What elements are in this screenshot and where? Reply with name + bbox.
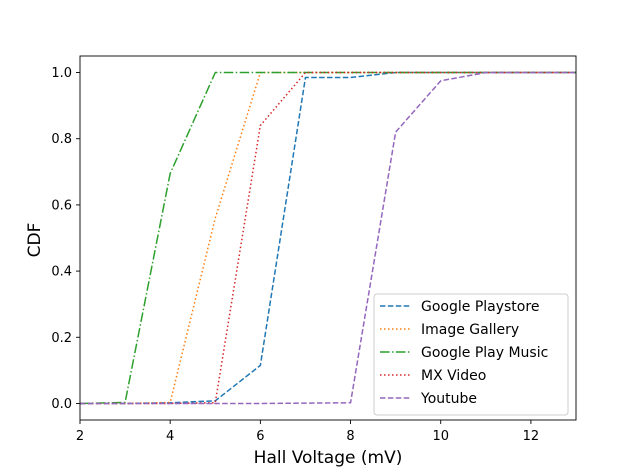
- legend-label-1: Google Playstore: [421, 299, 539, 315]
- series-layer: [79, 71, 576, 405]
- y-tick-label: 1.0: [51, 66, 72, 81]
- series-line-5: [80, 71, 576, 405]
- legend-label-4: MX Video: [421, 368, 486, 384]
- y-tick-label: 0.8: [51, 132, 72, 147]
- legend: Google Playstore Image Gallery Google Play…: [373, 293, 569, 416]
- y-axis-label: CDF: [25, 223, 45, 258]
- legend-box: [373, 293, 569, 416]
- x-tick-label: 12: [523, 429, 540, 444]
- y-tick-label: 0.4: [51, 265, 72, 280]
- x-tick-label: 10: [432, 429, 449, 444]
- axis-ticks: 2 4 6 8 10 12 0.0 0.2 0.4 0.6 0.8 1.0: [51, 66, 539, 444]
- y-tick-label: 0.6: [51, 198, 72, 213]
- legend-label-2: Image Gallery: [421, 322, 519, 338]
- plot-frame: [79, 55, 577, 421]
- x-axis-label: Hall Voltage (mV): [254, 448, 403, 468]
- series-line-4: [80, 71, 576, 405]
- legend-label-3: Google Play Music: [421, 345, 548, 361]
- legend-label-5: Youtube: [420, 391, 477, 407]
- x-tick-label: 8: [346, 429, 354, 444]
- x-tick-label: 2: [76, 429, 84, 444]
- y-tick-label: 0.2: [51, 331, 72, 346]
- x-tick-label: 4: [166, 429, 174, 444]
- plot-area-border: [79, 55, 577, 421]
- x-tick-label: 6: [256, 429, 264, 444]
- y-tick-label: 0.0: [51, 397, 72, 412]
